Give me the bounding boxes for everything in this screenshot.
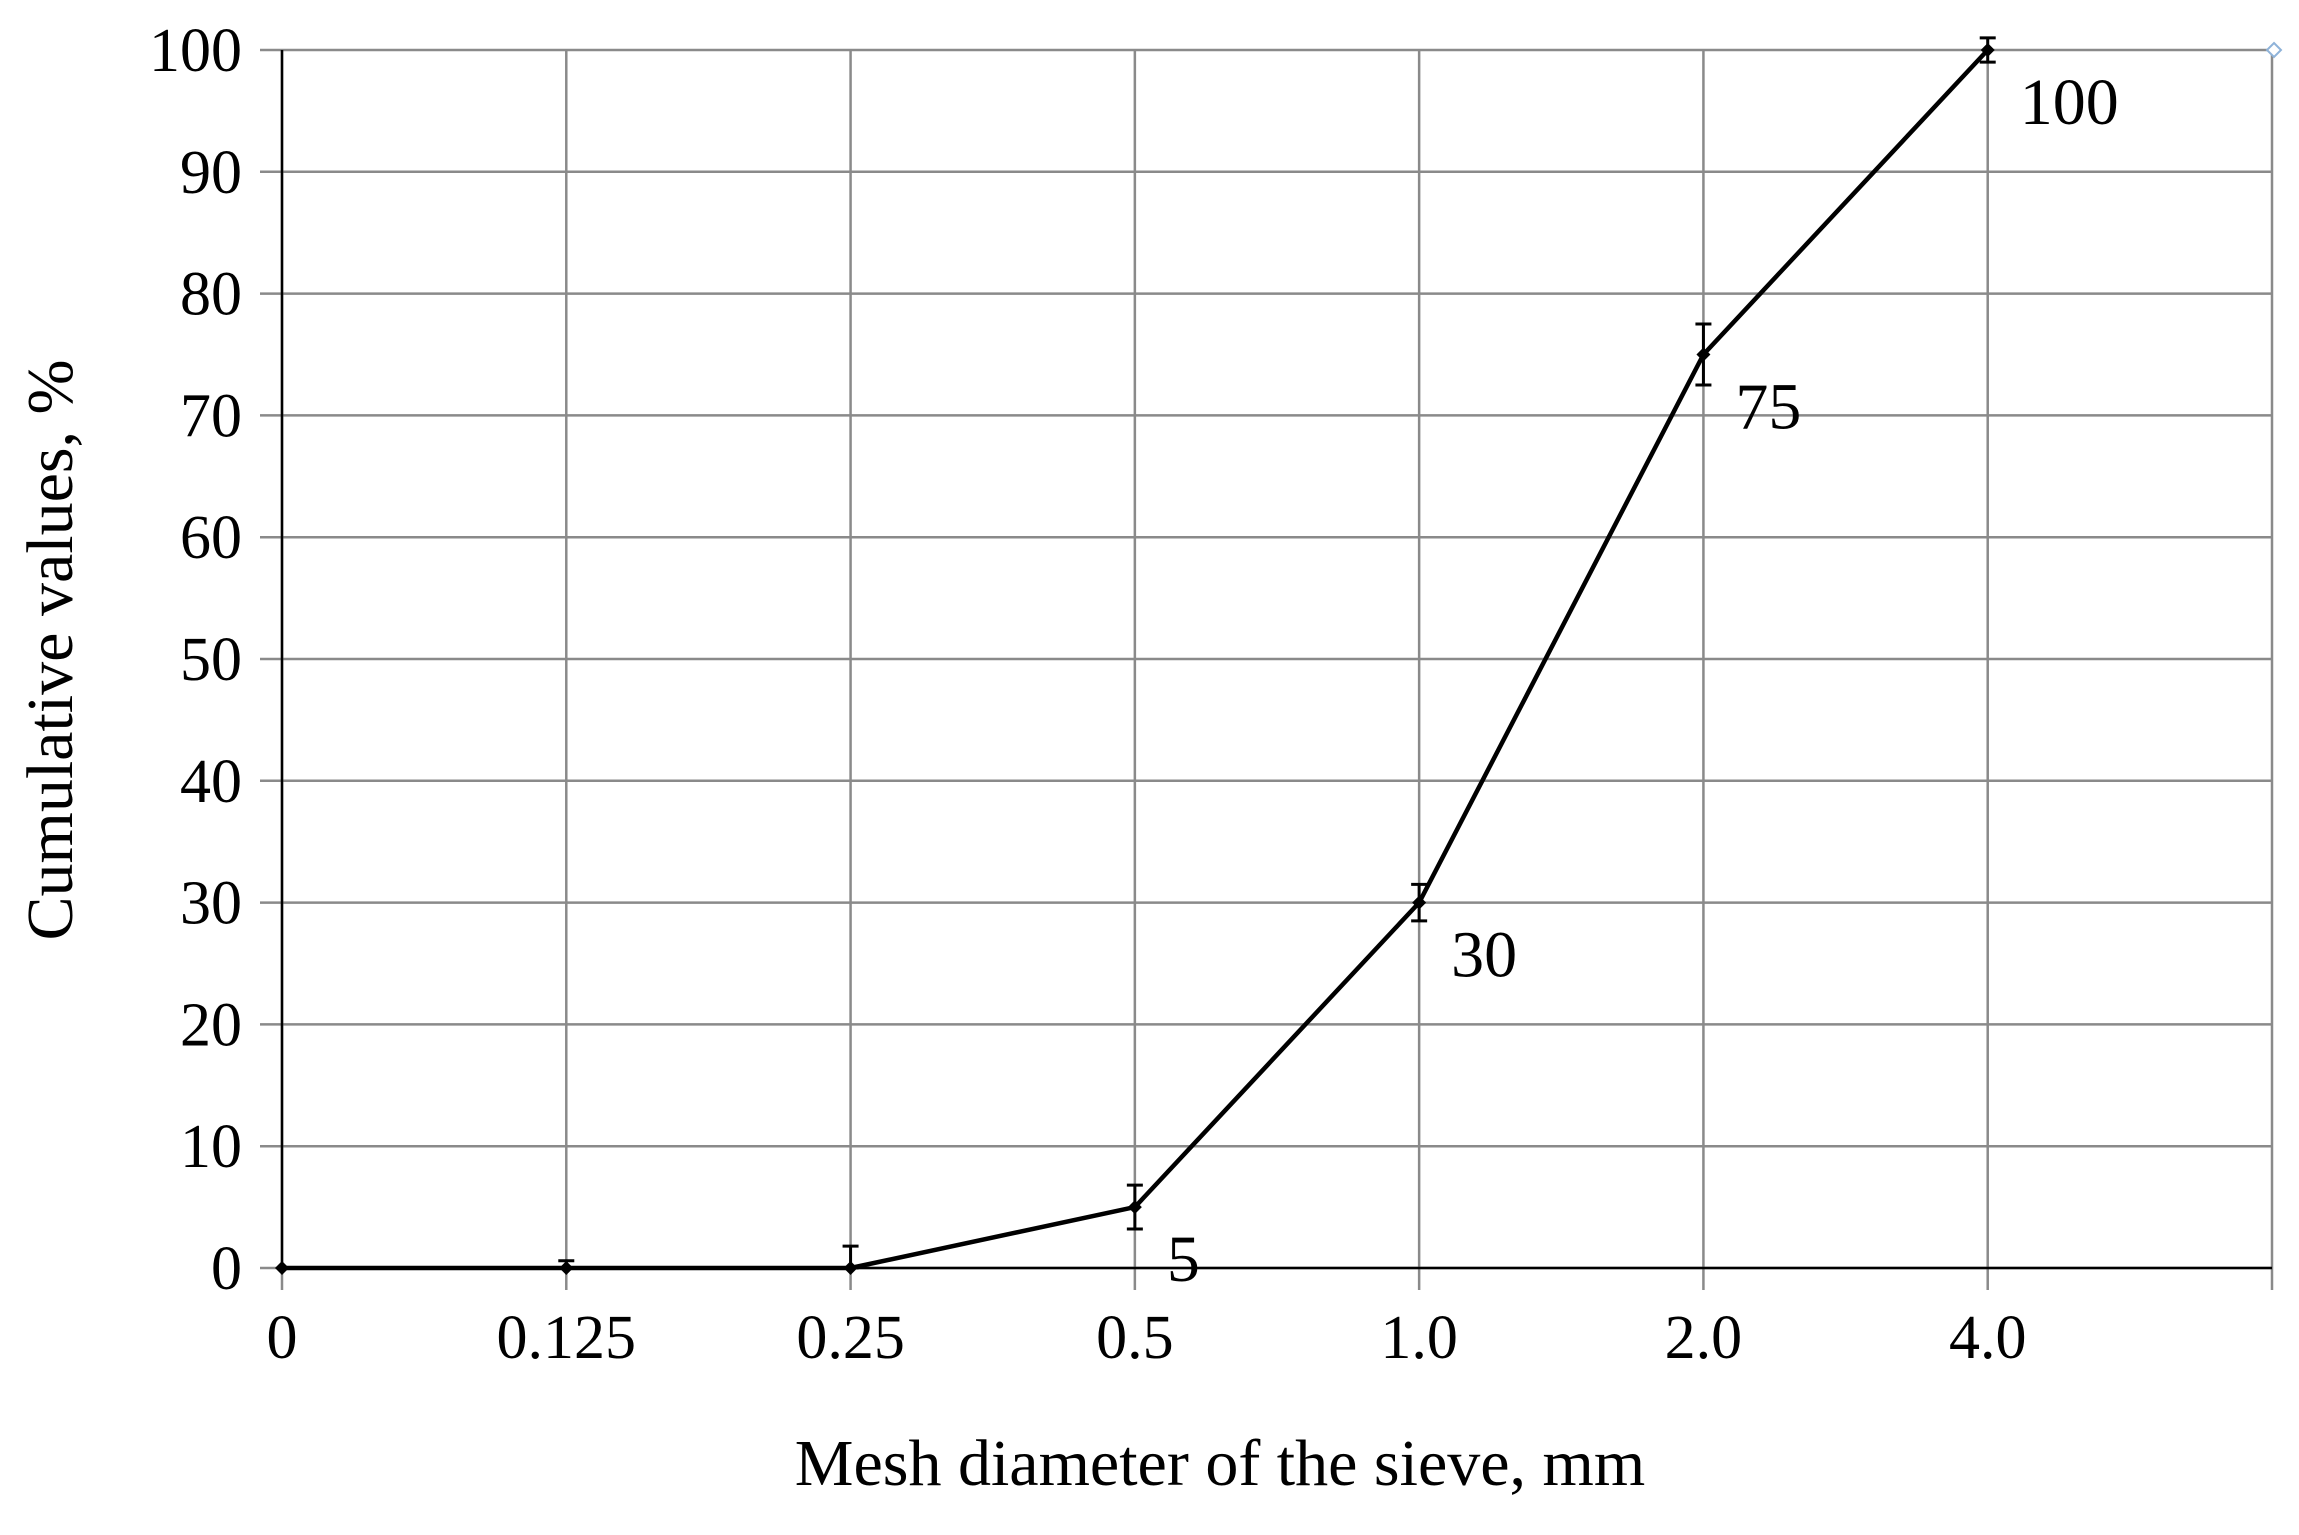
data-point-marker <box>1696 347 1711 362</box>
data-point-marker <box>275 1261 289 1275</box>
data-point-marker <box>559 1261 574 1275</box>
y-tick-label: 0 <box>211 1235 242 1303</box>
data-series <box>275 36 2283 1275</box>
y-tick-label: 20 <box>180 991 242 1059</box>
data-point-marker <box>843 1261 858 1275</box>
y-tick-label: 40 <box>180 748 242 816</box>
data-label: 75 <box>1735 371 1801 444</box>
x-axis-title: Mesh diameter of the sieve, mm <box>795 1427 1645 1500</box>
data-point-marker <box>1980 43 1995 57</box>
y-tick-label: 90 <box>180 139 242 207</box>
data-point-marker <box>1127 1200 1142 1215</box>
y-tick-label: 60 <box>180 504 242 572</box>
vertical-gridlines <box>280 50 2274 1290</box>
data-labels: 5 30 75 100 <box>1167 66 2119 1296</box>
y-axis-title: Cumulative values, % <box>14 359 87 940</box>
data-point-marker <box>1412 895 1427 910</box>
x-tick-label: 0.25 <box>796 1304 905 1372</box>
data-label: 100 <box>2020 66 2119 139</box>
x-tick-label: 0 <box>267 1304 298 1372</box>
x-axis-tick-labels: 0 0.125 0.25 0.5 1.0 2.0 4.0 <box>267 1304 2027 1372</box>
y-tick-label: 100 <box>149 17 242 85</box>
data-label: 30 <box>1451 919 1517 992</box>
y-tick-label: 70 <box>180 382 242 450</box>
y-tick-label: 10 <box>180 1113 242 1181</box>
y-tick-label: 80 <box>180 261 242 329</box>
y-tick-label: 30 <box>180 870 242 938</box>
data-label: 5 <box>1167 1223 1200 1296</box>
x-tick-label: 4.0 <box>1949 1304 2027 1372</box>
x-tick-label: 0.125 <box>497 1304 637 1372</box>
x-tick-label: 0.5 <box>1096 1304 1174 1372</box>
y-axis-tick-labels: 0 10 20 30 40 50 60 70 80 90 100 <box>149 17 242 1303</box>
corner-diamond-marker <box>2265 41 2283 59</box>
x-tick-label: 2.0 <box>1665 1304 1743 1372</box>
x-tick-label: 1.0 <box>1380 1304 1458 1372</box>
y-tick-label: 50 <box>180 626 242 694</box>
horizontal-gridlines <box>260 48 2272 1270</box>
